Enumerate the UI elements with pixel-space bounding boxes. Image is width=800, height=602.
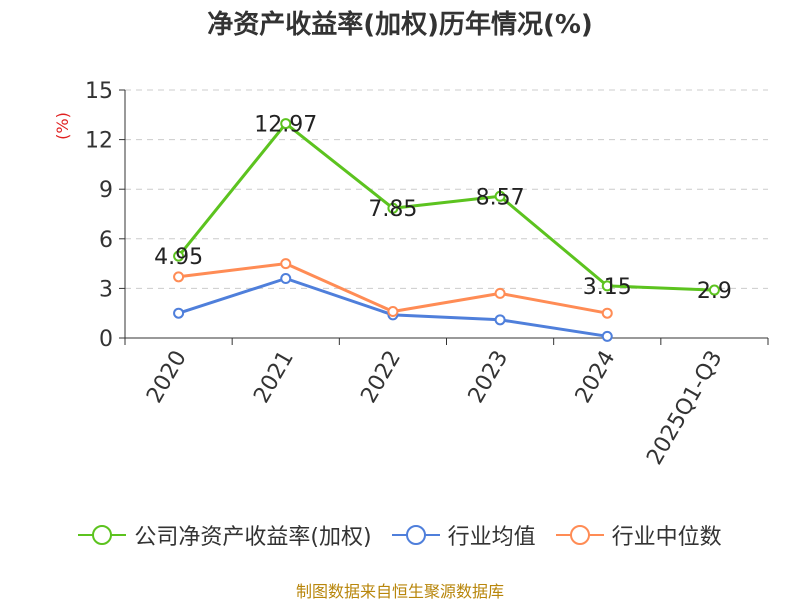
x-tick-label-2025Q1-Q3: 2025Q1-Q3 — [642, 347, 727, 470]
legend-item-industry-mean[interactable]: 行业均值 — [391, 519, 536, 551]
series-0-point-4 — [601, 280, 613, 292]
legend-label-industry-median: 行业中位数 — [611, 525, 722, 550]
y-tick-label-9: 9 — [99, 178, 113, 203]
series-1-point-1 — [280, 272, 292, 284]
series-0-point-3 — [494, 190, 506, 202]
series-line-0 — [177, 122, 715, 292]
series-2-point-4 — [601, 307, 613, 319]
legend-swatch-industry-mean — [391, 525, 440, 545]
legend-label-company-roe: 公司净资产收益率(加权) — [134, 525, 372, 550]
data-label-2024: 3.15 — [583, 275, 632, 300]
x-tick-label-2021: 2021 — [249, 347, 299, 408]
x-tick-label-2024: 2024 — [571, 347, 621, 408]
y-axis-label: (%) — [53, 112, 72, 140]
series-1-point-0 — [173, 307, 185, 319]
chart-legend: 公司净资产收益率(加权) 行业均值 行业中位数 — [0, 519, 800, 551]
series-2-point-1 — [280, 258, 292, 270]
series-2-point-3 — [494, 287, 506, 299]
data-label-2023: 8.57 — [476, 185, 525, 210]
data-source-note: 制图数据来自恒生聚源数据库 — [295, 582, 504, 601]
legend-label-industry-mean: 行业均值 — [447, 525, 536, 550]
legend-swatch-company-roe — [78, 525, 127, 545]
series-0-point-0 — [173, 250, 185, 262]
legend-swatch-industry-median — [555, 525, 604, 545]
series-1-point-4 — [601, 330, 613, 342]
series-0-point-2 — [387, 202, 399, 214]
series-0-point-5 — [708, 284, 720, 296]
x-tick-label-2022: 2022 — [356, 347, 406, 408]
data-label-2021: 12.97 — [254, 113, 317, 138]
x-tick-label-2020: 2020 — [142, 347, 192, 408]
series-2-point-0 — [173, 271, 185, 283]
chart-title: 净资产收益率(加权)历年情况(%) — [207, 10, 593, 40]
legend-item-company-roe[interactable]: 公司净资产收益率(加权) — [78, 519, 372, 551]
data-label-2020: 4.95 — [154, 245, 203, 270]
x-tick-label-2023: 2023 — [464, 347, 514, 408]
legend-item-industry-median[interactable]: 行业中位数 — [555, 519, 722, 551]
y-tick-label-3: 3 — [99, 277, 113, 302]
y-tick-label-15: 15 — [85, 79, 113, 104]
data-label-2022: 7.85 — [368, 197, 417, 222]
series-2-point-2 — [387, 306, 399, 318]
y-tick-label-0: 0 — [99, 327, 113, 352]
series-0-point-1 — [280, 118, 292, 130]
y-tick-label-12: 12 — [85, 129, 113, 154]
y-tick-label-6: 6 — [99, 228, 113, 253]
series-1-point-3 — [494, 314, 506, 326]
data-label-2025Q1-Q3: 2.9 — [697, 279, 732, 304]
